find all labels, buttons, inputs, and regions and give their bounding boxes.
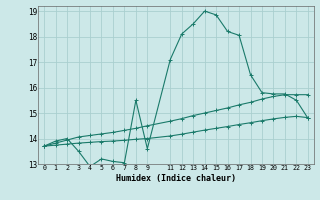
X-axis label: Humidex (Indice chaleur): Humidex (Indice chaleur) <box>116 174 236 183</box>
